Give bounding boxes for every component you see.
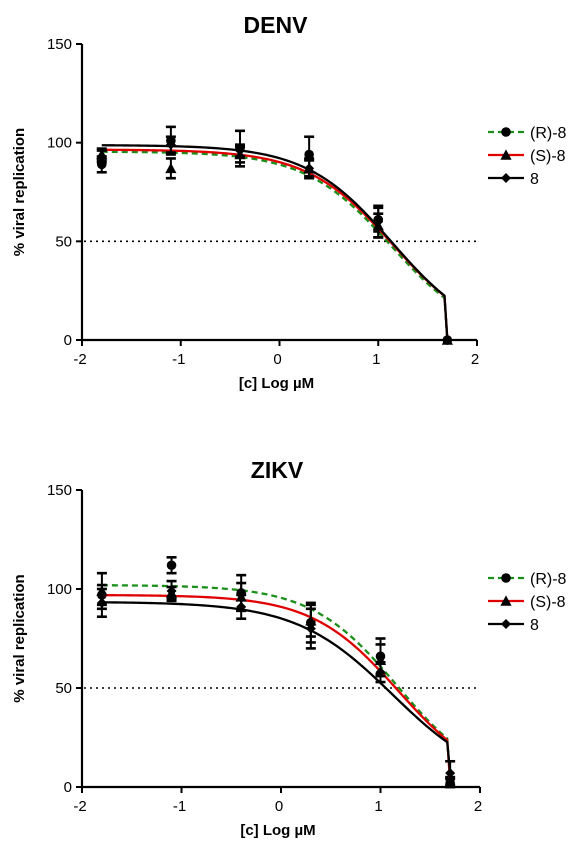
legend-label: (R)-8: [530, 125, 567, 142]
y-tick-label: 0: [64, 779, 72, 796]
y-tick-label: 100: [47, 581, 72, 598]
x-tick-label: 1: [372, 351, 380, 368]
x-axis-label: [c] Log µM: [240, 822, 315, 839]
x-tick-label: -1: [172, 351, 185, 368]
legend-marker-circle: [501, 127, 511, 137]
x-axis-label: [c] Log µM: [239, 375, 314, 392]
data-point-diamond: [305, 623, 316, 634]
chart-panel-zikv: ZIKV 0 50 100 150 -2 -1 0 1 2 [c] Log µM % viral re…: [11, 457, 567, 839]
x-tick-label: 2: [474, 798, 482, 815]
legend-marker-circle: [501, 573, 511, 583]
data-point-circle: [166, 560, 177, 571]
data-point-diamond: [375, 667, 386, 678]
y-tick-label: 100: [47, 135, 72, 152]
y-tick-label: 50: [55, 233, 72, 250]
legend-label: 8: [530, 617, 539, 634]
fit-curve-p8: [101, 601, 452, 774]
chart-title: DENV: [244, 12, 309, 38]
legend-marker-diamond: [501, 173, 511, 183]
data-point-diamond: [165, 139, 176, 150]
y-axis-label: % viral replication: [11, 128, 28, 256]
data-point-diamond: [96, 597, 107, 608]
x-tick-label: 0: [273, 351, 281, 368]
legend-label: (S)-8: [530, 594, 566, 611]
x-tick-label: 1: [374, 798, 382, 815]
fit-curve-r8: [101, 150, 449, 341]
data-point-circle: [304, 149, 314, 160]
legend: (R)-8 (S)-8 8: [488, 125, 567, 188]
data-point-diamond: [236, 601, 247, 612]
legend-label: 8: [530, 171, 539, 188]
y-tick-label: 0: [64, 332, 72, 349]
legend-label: (S)-8: [530, 148, 566, 165]
x-tick-label: 0: [275, 798, 283, 815]
legend-label: (R)-8: [530, 571, 567, 588]
y-tick-label: 150: [47, 36, 72, 53]
x-tick-label: -2: [73, 798, 86, 815]
chart-title: ZIKV: [251, 457, 304, 483]
data-point-diamond: [373, 216, 384, 227]
data-point-diamond: [442, 335, 453, 345]
series-p8: [96, 135, 453, 345]
y-tick-label: 50: [55, 680, 72, 697]
y-axis-label: % viral replication: [11, 574, 28, 702]
fit-curve-s8: [101, 593, 452, 784]
data-point-diamond: [304, 163, 315, 174]
chart-panel-denv: DENV 0 50 100 150 -2 -1 0 1 2 [c] Log µM % viral re…: [11, 12, 567, 392]
legend-marker-diamond: [501, 619, 511, 629]
data-point-diamond: [235, 145, 245, 156]
y-tick-label: 150: [47, 482, 72, 499]
data-point-triangle: [165, 162, 177, 174]
fit-curve-p8: [101, 144, 449, 341]
x-tick-label: 2: [471, 351, 479, 368]
fit-curve-r8: [101, 584, 452, 784]
legend: (R)-8 (S)-8 8: [488, 571, 567, 634]
data-point-diamond: [445, 768, 456, 779]
x-tick-label: -2: [73, 351, 86, 368]
series-p8: [96, 579, 456, 787]
data-point-diamond: [166, 585, 177, 596]
legend-marker-triangle: [500, 149, 512, 160]
x-tick-label: -1: [173, 798, 186, 815]
data-point-diamond: [96, 151, 107, 162]
legend-marker-triangle: [500, 595, 512, 606]
